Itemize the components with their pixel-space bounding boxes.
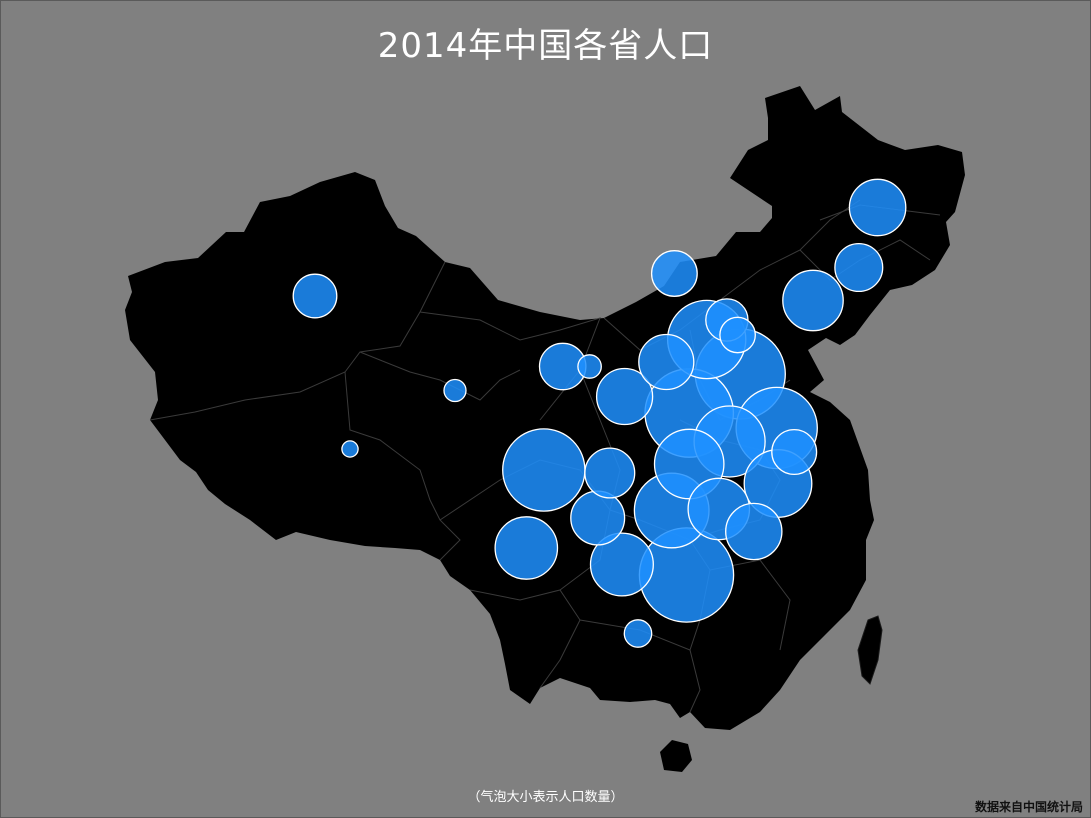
land-group (125, 86, 965, 772)
bubble-内蒙古[interactable]: 内蒙古: 2505 (650, 250, 698, 297)
bubble-辽宁[interactable]: 辽宁: 4391 (782, 269, 844, 332)
hainan-land (660, 740, 692, 772)
population-bubbles: 广东: 10724山东: 9789河南: 9436四川: 8140江苏: 796… (292, 178, 907, 648)
bubble-吉林[interactable]: 吉林: 2752 (834, 242, 884, 293)
bubble-宁夏[interactable]: 宁夏: 662 (577, 354, 602, 379)
bubble-黑龙江[interactable]: 黑龙江: 3833 (848, 178, 907, 237)
map-subtitle: （气泡大小表示人口数量） (467, 790, 624, 805)
bubble-上海[interactable]: 上海: 2426 (771, 428, 818, 476)
bubble-青海[interactable]: 青海: 583 (443, 378, 467, 403)
bubble-海南[interactable]: 海南: 903 (623, 619, 653, 648)
border-tibet (344, 371, 461, 561)
bubble-重庆[interactable]: 重庆: 2991 (584, 447, 636, 499)
bubble-陕西[interactable]: 陕西: 3775 (595, 367, 654, 426)
bubble-云南[interactable]: 云南: 4714 (494, 516, 559, 580)
bubble-天津[interactable]: 天津: 1517 (719, 316, 756, 354)
bubble-四川[interactable]: 四川: 8140 (502, 428, 586, 512)
china-land (125, 86, 965, 730)
taiwan-land (857, 615, 883, 685)
bubble-福建[interactable]: 福建: 3806 (725, 502, 783, 561)
bubble-西藏[interactable]: 西藏: 318 (341, 440, 359, 458)
data-source-note: 数据来自中国统计局 (974, 800, 1083, 814)
bubble-山西[interactable]: 山西: 3648 (638, 333, 695, 391)
bubble-广西[interactable]: 广西: 4754 (589, 532, 654, 597)
border-jiangxi (709, 559, 791, 651)
border-yunnan (469, 589, 581, 689)
bubble-新疆[interactable]: 新疆: 2298 (292, 273, 338, 319)
map-title: 2014年中国各省人口 (377, 26, 714, 66)
bubble-贵州[interactable]: 贵州: 3508 (570, 490, 626, 546)
